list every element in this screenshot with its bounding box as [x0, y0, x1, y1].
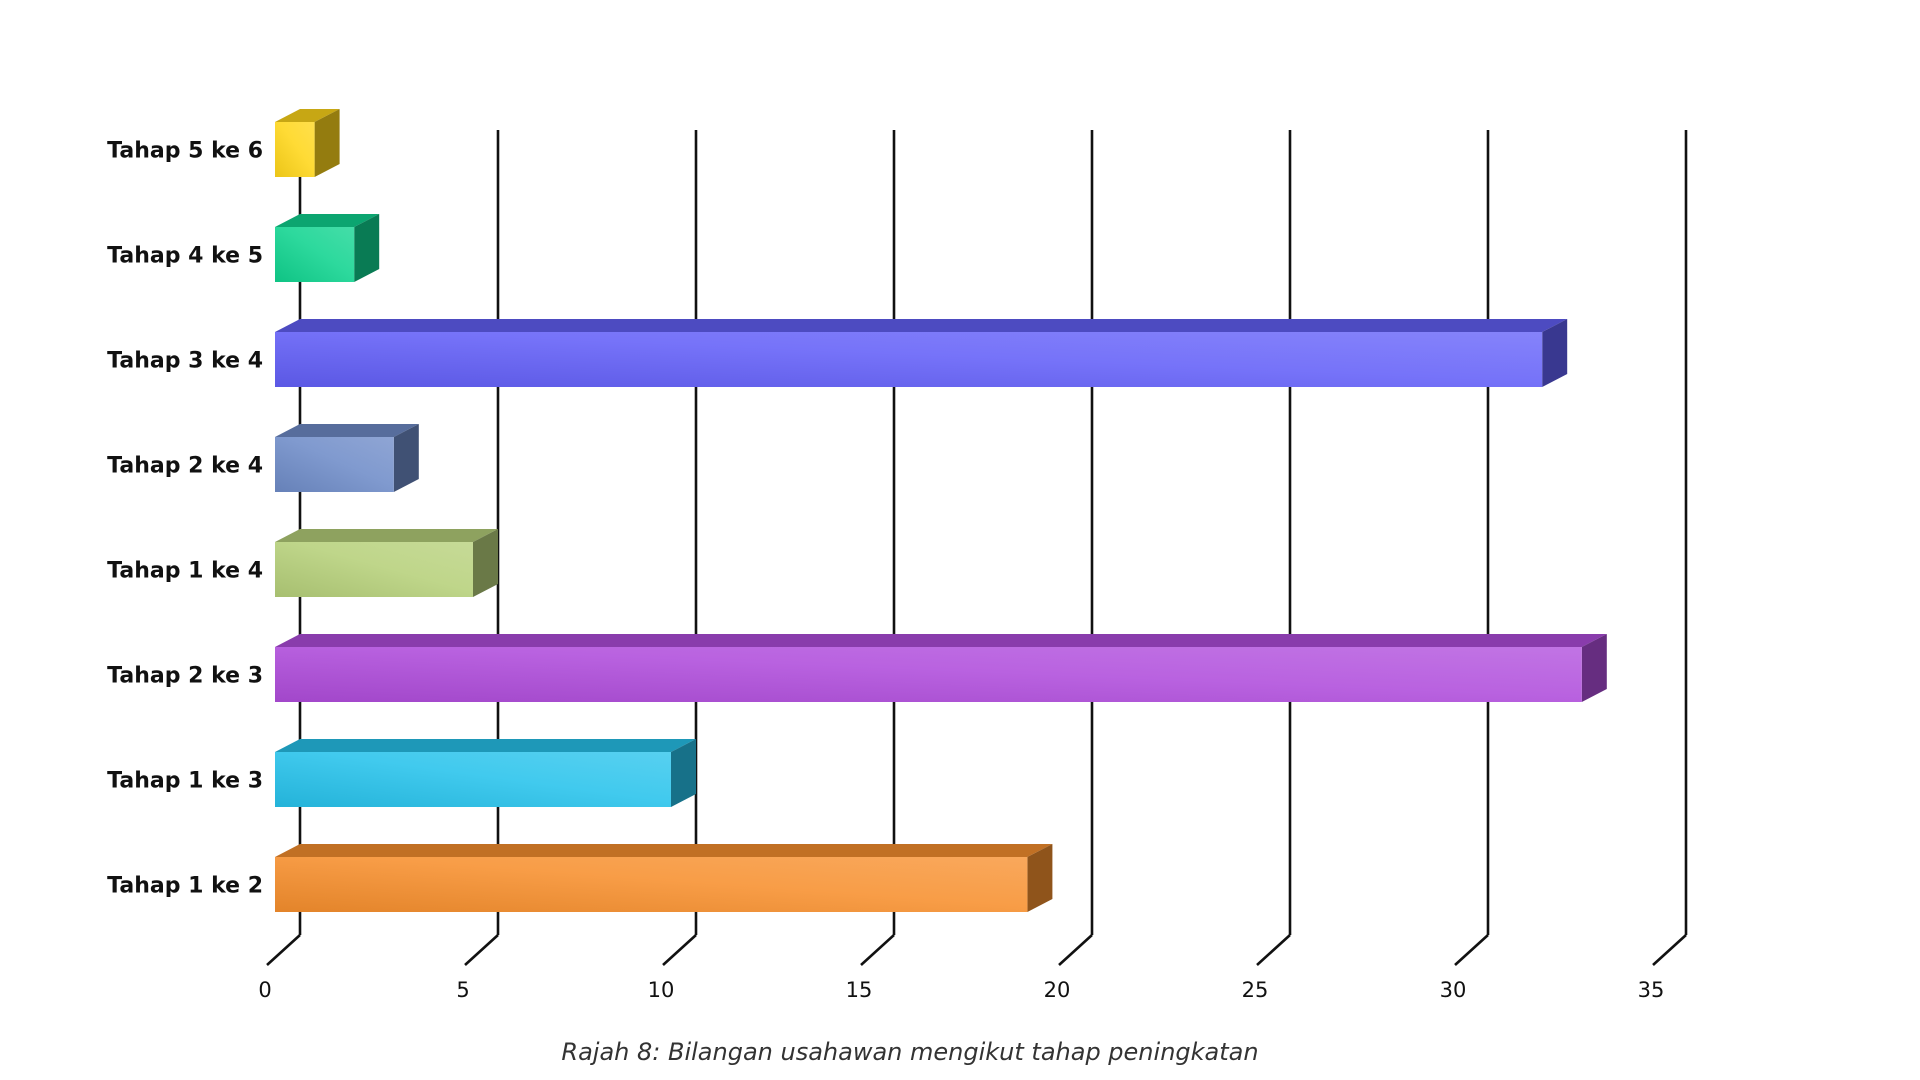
bar-top-tahap-4-ke-5: [275, 214, 380, 227]
category-labels: Tahap 1 ke 2 Tahap 1 ke 3 Tahap 2 ke 3 Taha…: [107, 139, 263, 899]
x-tick-label-15: 15: [846, 978, 873, 1002]
bar-side-tahap-2-ke-4: [393, 424, 419, 492]
bar-tahap-5-ke-6: [275, 109, 340, 177]
bar-front-tahap-2-ke-3: [275, 647, 1582, 702]
category-label-tahap-1-ke-2: Tahap 1 ke 2: [107, 874, 263, 899]
bar-side-tahap-2-ke-3: [1581, 634, 1607, 702]
bars: [275, 109, 1607, 912]
bar-tahap-3-ke-4: [275, 319, 1568, 387]
bar-front-tahap-2-ke-4: [275, 437, 394, 492]
bar-front-tahap-1-ke-3: [275, 752, 671, 807]
bar-tahap-4-ke-5: [275, 214, 380, 282]
bar-top-tahap-3-ke-4: [275, 319, 1568, 332]
bar-front-tahap-1-ke-4: [275, 542, 473, 597]
bar-side-tahap-5-ke-6: [314, 109, 340, 177]
bar-top-tahap-2-ke-4: [275, 424, 419, 437]
bar-side-tahap-3-ke-4: [1542, 319, 1568, 387]
tick-mark-15: [860, 934, 895, 966]
x-tick-label-35: 35: [1638, 978, 1665, 1002]
bar-front-tahap-5-ke-6: [275, 122, 315, 177]
bar-tahap-1-ke-3: [275, 739, 696, 807]
x-tick-label-0: 0: [258, 978, 271, 1002]
category-label-tahap-1-ke-4: Tahap 1 ke 4: [107, 559, 263, 584]
bar-side-tahap-1-ke-3: [671, 739, 696, 807]
figure-caption: Rajah 8: Bilangan usahawan mengikut taha…: [561, 1038, 1259, 1066]
tick-mark-30: [1454, 934, 1489, 966]
bar-top-tahap-1-ke-4: [275, 529, 498, 542]
bar-front-tahap-1-ke-2: [275, 857, 1028, 912]
tick-mark-20: [1058, 934, 1093, 966]
category-label-tahap-2-ke-3: Tahap 2 ke 3: [107, 664, 263, 689]
category-label-tahap-5-ke-6: Tahap 5 ke 6: [107, 139, 263, 164]
bar-front-tahap-4-ke-5: [275, 227, 355, 282]
bar-tahap-1-ke-2: [275, 844, 1053, 912]
tick-mark-25: [1256, 934, 1291, 966]
tick-mark-5: [464, 934, 499, 966]
bar-front-tahap-3-ke-4: [275, 332, 1543, 387]
category-label-tahap-1-ke-3: Tahap 1 ke 3: [107, 769, 263, 794]
bar-tahap-1-ke-4: [275, 529, 498, 597]
tick-mark-35: [1652, 934, 1687, 966]
category-label-tahap-4-ke-5: Tahap 4 ke 5: [107, 244, 263, 269]
x-tick-label-30: 30: [1440, 978, 1467, 1002]
bar-tahap-2-ke-4: [275, 424, 419, 492]
x-tick-label-5: 5: [456, 978, 469, 1002]
gridlines: [266, 130, 1688, 966]
bar-side-tahap-4-ke-5: [354, 214, 380, 282]
bar-top-tahap-5-ke-6: [275, 109, 340, 122]
bar-side-tahap-1-ke-2: [1027, 844, 1053, 912]
tick-mark-10: [662, 934, 697, 966]
bar-side-tahap-1-ke-4: [473, 529, 498, 597]
x-tick-label-20: 20: [1044, 978, 1071, 1002]
tick-mark-0: [266, 934, 301, 966]
x-tick-labels: 0 5 10 15 20 25 30 35: [258, 978, 1664, 1002]
bar-top-tahap-2-ke-3: [275, 634, 1607, 647]
bar-top-tahap-1-ke-2: [275, 844, 1053, 857]
category-label-tahap-2-ke-4: Tahap 2 ke 4: [107, 454, 263, 479]
x-tick-label-25: 25: [1242, 978, 1269, 1002]
category-label-tahap-3-ke-4: Tahap 3 ke 4: [107, 349, 263, 374]
bar-tahap-2-ke-3: [275, 634, 1607, 702]
x-tick-label-10: 10: [648, 978, 675, 1002]
bar-top-tahap-1-ke-3: [275, 739, 696, 752]
